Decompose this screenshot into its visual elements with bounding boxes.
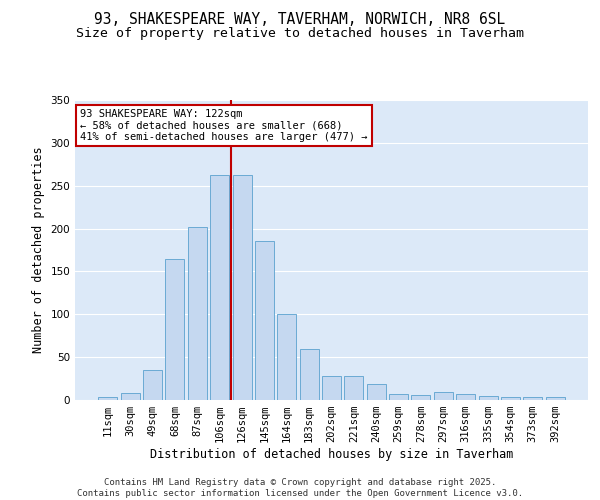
Bar xyxy=(367,384,386,400)
Bar xyxy=(210,174,229,400)
Bar xyxy=(188,227,207,400)
Bar xyxy=(166,258,184,400)
Bar xyxy=(456,394,475,400)
Bar xyxy=(434,392,453,400)
Bar xyxy=(277,314,296,400)
Bar xyxy=(98,398,118,400)
Bar xyxy=(412,395,430,400)
Text: Size of property relative to detached houses in Taverham: Size of property relative to detached ho… xyxy=(76,28,524,40)
Bar xyxy=(121,393,140,400)
Bar xyxy=(389,394,408,400)
Text: 93, SHAKESPEARE WAY, TAVERHAM, NORWICH, NR8 6SL: 93, SHAKESPEARE WAY, TAVERHAM, NORWICH, … xyxy=(94,12,506,28)
Bar xyxy=(233,174,251,400)
Bar xyxy=(523,398,542,400)
Bar xyxy=(255,242,274,400)
Text: 93 SHAKESPEARE WAY: 122sqm
← 58% of detached houses are smaller (668)
41% of sem: 93 SHAKESPEARE WAY: 122sqm ← 58% of deta… xyxy=(80,109,368,142)
Bar xyxy=(143,370,162,400)
Bar xyxy=(545,396,565,400)
Bar xyxy=(322,376,341,400)
Bar xyxy=(344,376,364,400)
Bar xyxy=(479,396,497,400)
Y-axis label: Number of detached properties: Number of detached properties xyxy=(32,146,45,354)
Text: Contains HM Land Registry data © Crown copyright and database right 2025.
Contai: Contains HM Land Registry data © Crown c… xyxy=(77,478,523,498)
Bar xyxy=(501,396,520,400)
Bar xyxy=(299,348,319,400)
X-axis label: Distribution of detached houses by size in Taverham: Distribution of detached houses by size … xyxy=(150,448,513,461)
